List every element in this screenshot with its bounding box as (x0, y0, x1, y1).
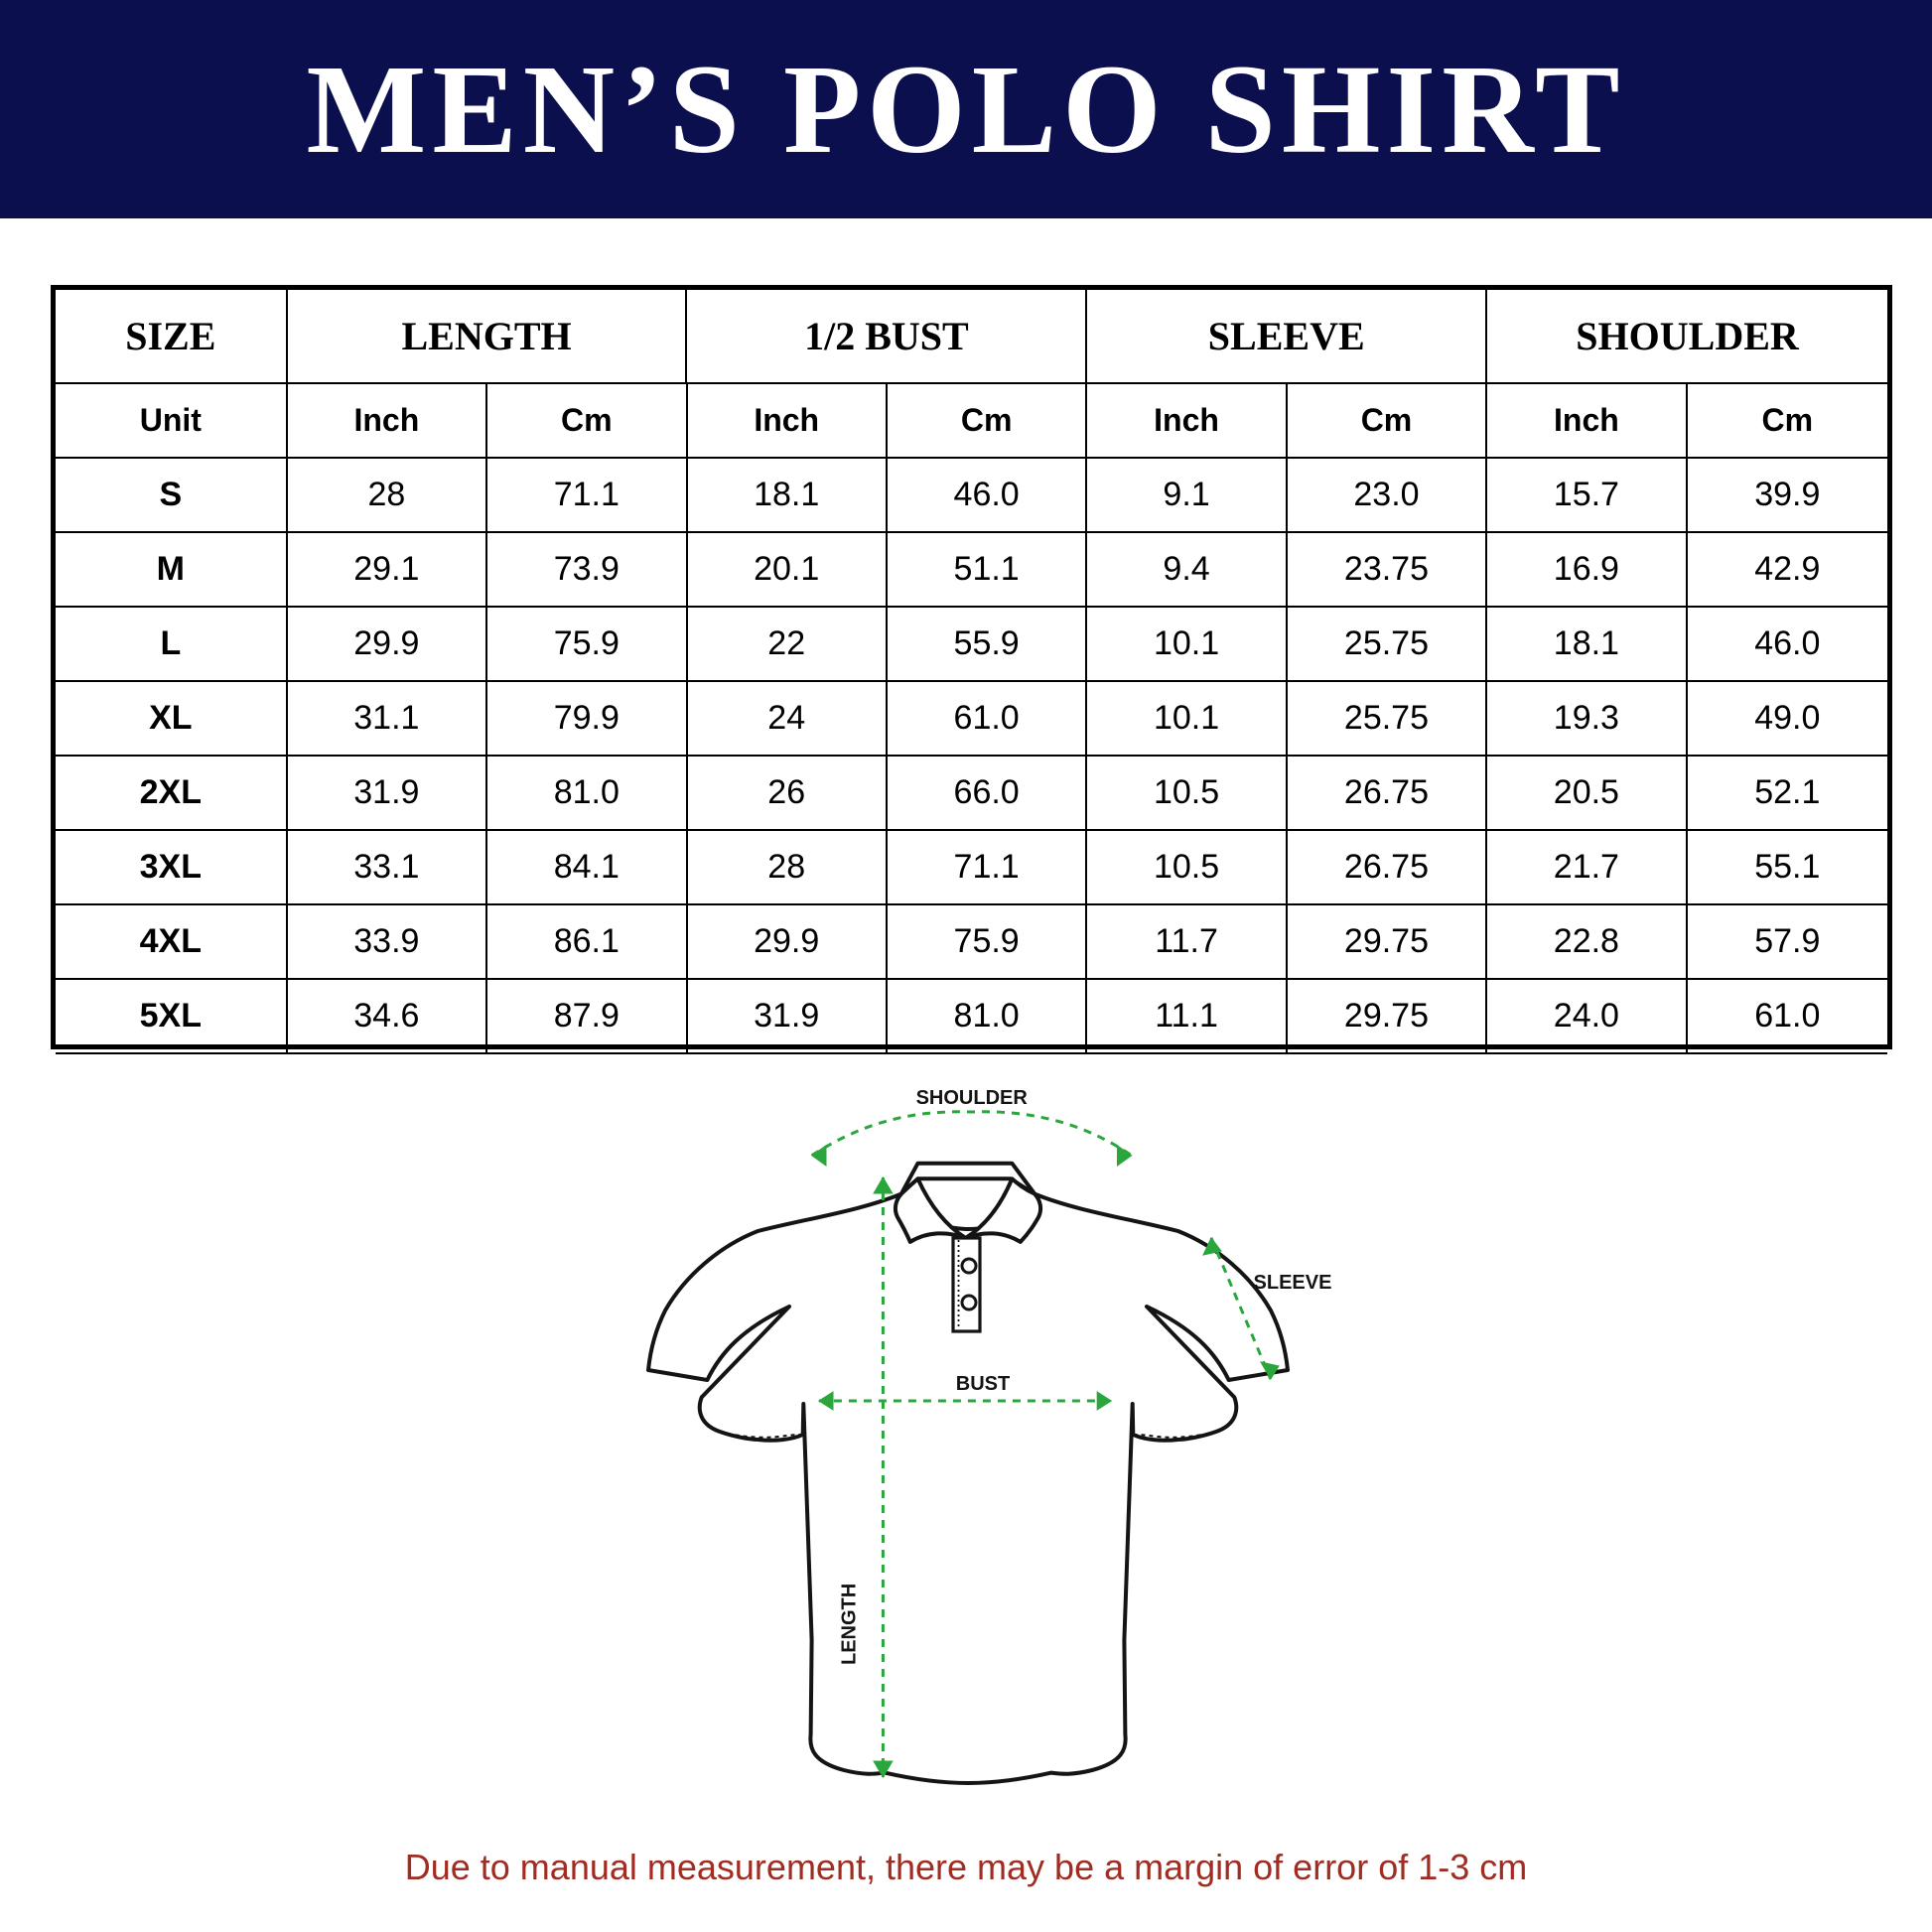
svg-text:SHOULDER: SHOULDER (916, 1087, 1029, 1109)
svg-text:LENGTH: LENGTH (839, 1584, 861, 1665)
svg-text:BUST: BUST (956, 1373, 1010, 1395)
svg-text:SLEEVE: SLEEVE (1254, 1272, 1332, 1294)
